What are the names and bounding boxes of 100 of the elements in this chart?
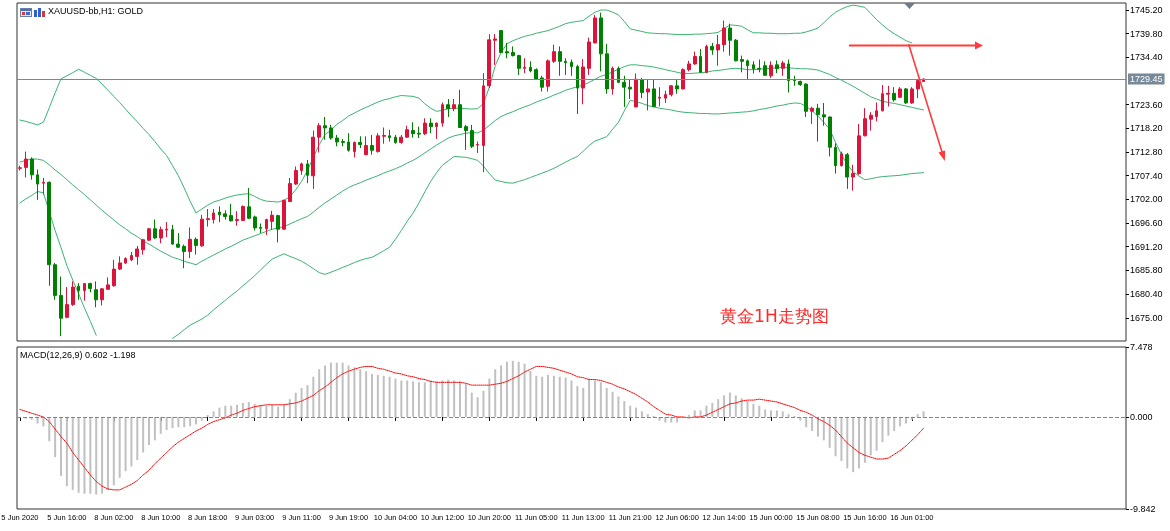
candlestick bbox=[382, 127, 386, 145]
candlestick bbox=[845, 152, 849, 190]
candlestick bbox=[223, 209, 227, 221]
candlestick bbox=[353, 141, 356, 158]
bar bbox=[617, 396, 620, 417]
candlestick bbox=[487, 33, 491, 89]
candlestick bbox=[628, 79, 632, 100]
y-tick-label: 1707.40 bbox=[1130, 170, 1163, 181]
bar bbox=[218, 407, 221, 417]
chart-title: MACD(12,26,9) 0.602 -1.198 bbox=[20, 349, 136, 360]
bar bbox=[101, 416, 104, 494]
candlestick bbox=[364, 135, 368, 156]
candlestick bbox=[517, 54, 521, 76]
candlestick bbox=[229, 203, 233, 222]
candlestick bbox=[435, 122, 438, 140]
candlestick bbox=[886, 85, 890, 107]
candlestick bbox=[476, 141, 479, 154]
bar bbox=[318, 369, 321, 417]
bar bbox=[253, 403, 256, 417]
candlestick bbox=[687, 60, 691, 72]
candlestick bbox=[24, 151, 28, 178]
candlestick bbox=[881, 84, 884, 112]
candlestick bbox=[306, 159, 309, 184]
bar bbox=[142, 416, 145, 453]
bar bbox=[464, 383, 467, 417]
bar bbox=[95, 416, 98, 495]
candlestick bbox=[399, 134, 403, 145]
candlestick bbox=[218, 205, 221, 223]
candlestick bbox=[452, 98, 456, 112]
bar bbox=[875, 416, 878, 451]
bar bbox=[365, 371, 368, 417]
candlestick bbox=[270, 210, 274, 231]
bar bbox=[312, 376, 315, 417]
candlestick bbox=[916, 78, 920, 99]
bar bbox=[787, 414, 790, 417]
ref-line-label: 1729.45 bbox=[1130, 74, 1163, 85]
candlestick bbox=[159, 226, 163, 244]
line-series bbox=[19, 64, 925, 266]
candlestick bbox=[493, 33, 497, 66]
candlestick bbox=[118, 255, 122, 271]
candlestick bbox=[640, 77, 644, 99]
candlestick bbox=[135, 245, 139, 266]
y-tick-label: 1712.80 bbox=[1130, 147, 1163, 158]
bar bbox=[746, 401, 749, 417]
bar bbox=[752, 403, 755, 417]
candlestick bbox=[394, 134, 397, 145]
bar bbox=[183, 416, 186, 428]
bar bbox=[593, 380, 596, 417]
bar bbox=[723, 395, 726, 417]
y-tick-label: 1734.40 bbox=[1130, 52, 1163, 63]
bar bbox=[740, 398, 743, 417]
candlestick bbox=[106, 276, 110, 291]
candlestick bbox=[100, 287, 104, 306]
candlestick bbox=[59, 276, 63, 337]
candlestick bbox=[265, 218, 268, 236]
candlestick bbox=[212, 208, 215, 225]
line-series bbox=[19, 365, 925, 491]
bar bbox=[429, 380, 432, 417]
candlestick bbox=[294, 166, 298, 186]
candlestick bbox=[194, 237, 198, 256]
bar bbox=[664, 416, 667, 423]
bar bbox=[517, 361, 520, 417]
candlestick bbox=[505, 42, 509, 59]
y-tick-label: 1702.00 bbox=[1130, 194, 1163, 205]
candlestick bbox=[669, 84, 673, 97]
bar bbox=[453, 380, 456, 417]
candlestick bbox=[77, 282, 80, 301]
candlestick bbox=[834, 142, 837, 175]
bar bbox=[869, 416, 872, 456]
candlestick bbox=[587, 37, 591, 76]
candlestick bbox=[734, 38, 738, 62]
candlestick bbox=[124, 256, 127, 265]
candlestick bbox=[664, 90, 667, 104]
candlestick bbox=[693, 51, 697, 66]
bar bbox=[288, 399, 291, 417]
candlestick bbox=[235, 210, 239, 227]
candlestick bbox=[793, 75, 796, 87]
candlestick bbox=[165, 221, 168, 238]
bar bbox=[306, 385, 309, 417]
bar bbox=[300, 387, 303, 417]
candlestick bbox=[282, 199, 286, 231]
bar bbox=[329, 362, 332, 417]
bar bbox=[781, 411, 784, 417]
bar bbox=[576, 386, 579, 417]
candlestick bbox=[83, 282, 86, 302]
candlestick bbox=[634, 73, 638, 108]
bar bbox=[488, 378, 491, 417]
bar bbox=[159, 416, 162, 434]
bar bbox=[89, 416, 92, 494]
candlestick bbox=[904, 87, 908, 105]
candlestick bbox=[317, 122, 321, 153]
candlestick bbox=[581, 58, 585, 105]
bar bbox=[635, 407, 638, 417]
candlestick bbox=[646, 79, 650, 111]
y-tick-label: -9.842 bbox=[1130, 504, 1156, 514]
candlestick bbox=[892, 86, 896, 103]
candlestick bbox=[769, 60, 773, 79]
bar bbox=[400, 380, 403, 417]
candlestick bbox=[652, 79, 656, 108]
y-tick-label: 1685.80 bbox=[1130, 265, 1163, 276]
